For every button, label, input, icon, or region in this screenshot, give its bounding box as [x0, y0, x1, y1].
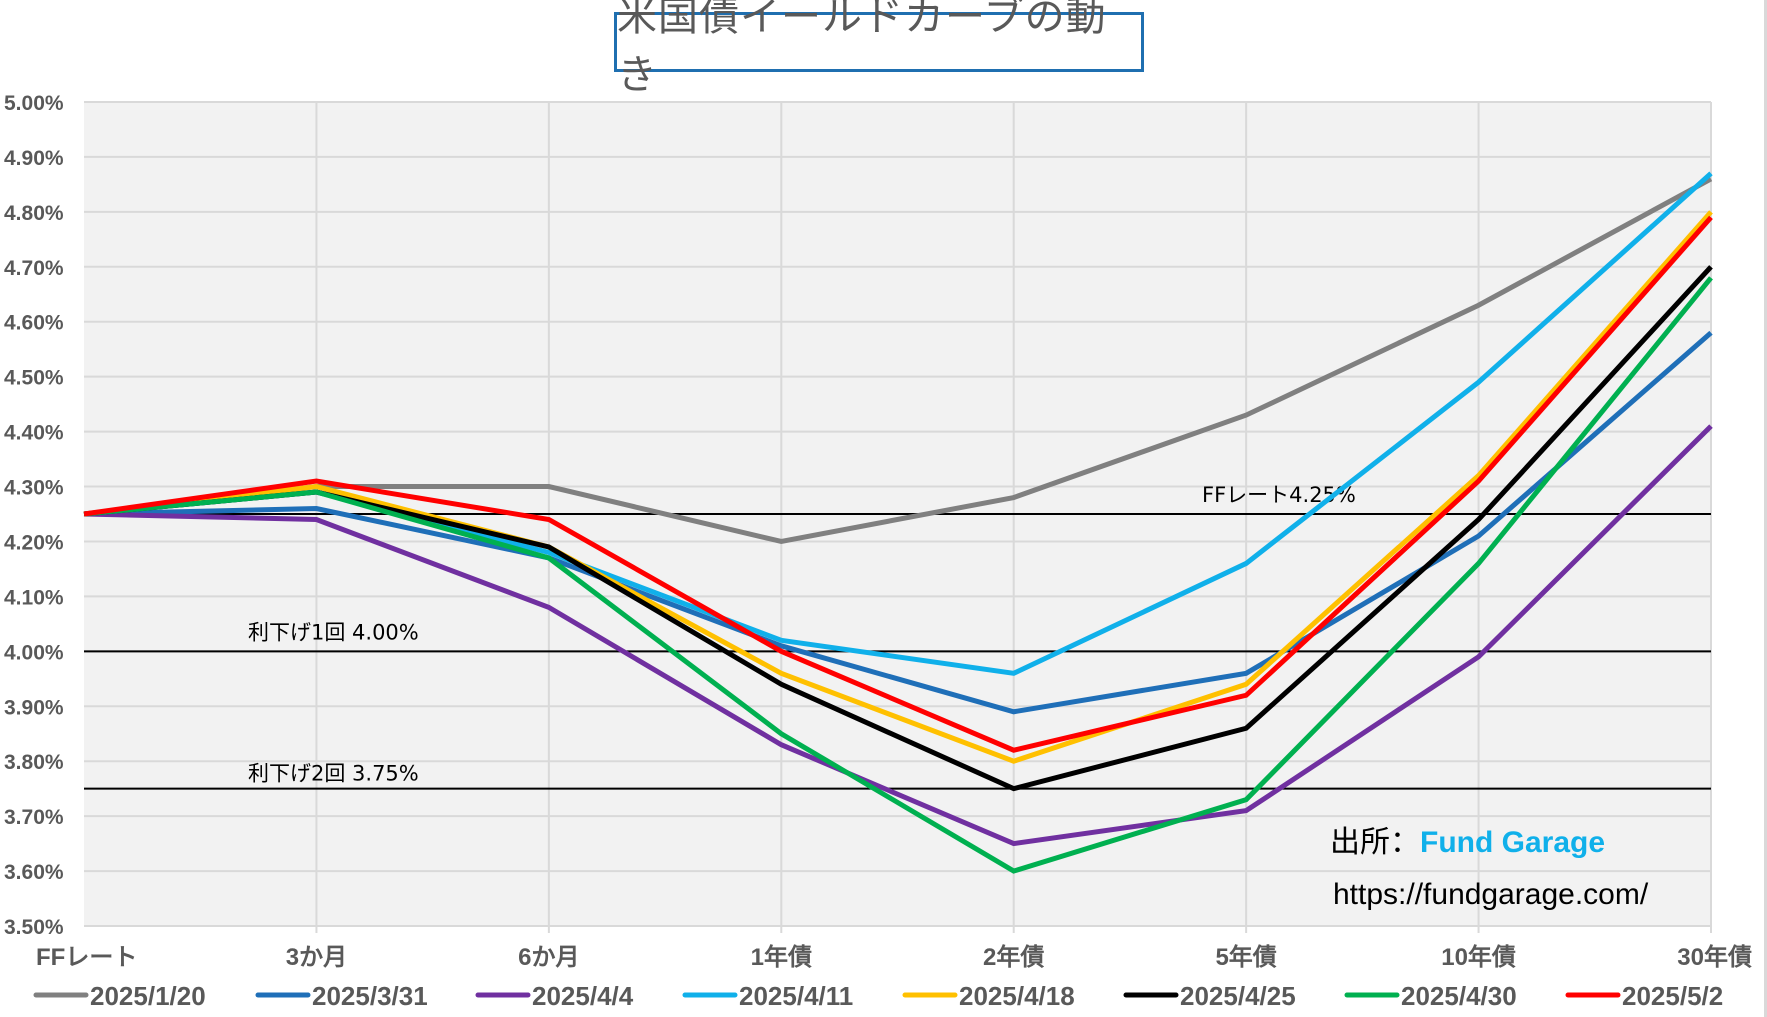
- y-tick-label: 4.90%: [4, 147, 64, 170]
- x-axis-ticks: FFレート 3か月 6か月 1年債 2年債 5年債 10年債 30年債: [36, 943, 1752, 971]
- y-tick-label: 4.00%: [4, 641, 64, 664]
- y-tick-label: 3.80%: [4, 751, 64, 774]
- legend-label: 2025/4/30: [1401, 981, 1517, 1011]
- series-line: [83, 210, 1713, 764]
- series-line: [83, 276, 1713, 874]
- gridlines: [84, 101, 1712, 933]
- source-label: 出所：Fund Garage: [1330, 825, 1605, 860]
- y-tick-label: 3.70%: [4, 806, 64, 829]
- legend-item: 2025/4/30: [1344, 981, 1517, 1011]
- y-axis-ticks: 3.50% 3.60% 3.70% 3.80% 3.90% 4.00% 4.10% 4.20%…: [4, 92, 64, 939]
- chart-title: 米国債イールドカーブの動き: [617, 0, 1107, 98]
- series-line: [83, 215, 1713, 753]
- y-tick-label: 4.40%: [4, 422, 64, 445]
- y-tick-label: 4.80%: [4, 202, 64, 225]
- x-tick-label: FFレート: [36, 944, 137, 971]
- legend-item: 2025/4/25: [1123, 981, 1296, 1011]
- x-tick-label: 5年債: [1215, 943, 1276, 971]
- chart-title-box: 米国債イールドカーブの動き: [614, 0, 1144, 98]
- y-tick-label: 3.50%: [4, 916, 64, 939]
- legend-label: 2025/1/20: [90, 981, 206, 1011]
- source-name: Fund Garage: [1420, 826, 1605, 859]
- x-tick-label: 10年債: [1441, 943, 1516, 971]
- legend-item: 2025/4/4: [475, 981, 634, 1011]
- y-tick-label: 5.00%: [4, 92, 64, 115]
- legend-item: 2025/1/20: [33, 981, 206, 1011]
- legend-item: 2025/3/31: [255, 981, 428, 1011]
- x-tick-label: 30年債: [1677, 943, 1752, 971]
- frame-border: [1764, 0, 1767, 1017]
- series-line: [83, 330, 1713, 715]
- y-tick-label: 4.70%: [4, 257, 64, 280]
- x-tick-label: 6か月: [518, 944, 579, 971]
- x-tick-label: 1年債: [751, 943, 812, 971]
- legend-label: 2025/4/25: [1180, 981, 1296, 1011]
- y-tick-label: 4.50%: [4, 367, 64, 390]
- legend: 2025/1/20 2025/3/31 2025/4/4 2025/4/11 2025/…: [33, 981, 1723, 1011]
- reference-line-label: 利下げ2回 3.75%: [248, 762, 419, 786]
- source-prefix: 出所：: [1330, 825, 1420, 860]
- x-tick-label: 2年債: [983, 943, 1044, 971]
- y-tick-label: 3.90%: [4, 696, 64, 719]
- source-annotation: 出所：Fund Garage https://fundgarage.com/: [1330, 825, 1649, 911]
- legend-label: 2025/4/4: [532, 981, 634, 1011]
- series-line: [83, 424, 1713, 847]
- source-url: https://fundgarage.com/: [1333, 878, 1649, 911]
- legend-label: 2025/5/2: [1622, 981, 1723, 1011]
- y-tick-label: 4.30%: [4, 477, 64, 500]
- y-tick-label: 4.60%: [4, 312, 64, 335]
- y-tick-label: 4.10%: [4, 586, 64, 609]
- series-lines: [83, 171, 1713, 874]
- legend-item: 2025/5/2: [1565, 981, 1723, 1011]
- reference-line-label: 利下げ1回 4.00%: [248, 620, 419, 644]
- y-tick-label: 4.20%: [4, 531, 64, 554]
- legend-item: 2025/4/18: [902, 981, 1075, 1011]
- legend-label: 2025/4/18: [959, 981, 1075, 1011]
- legend-label: 2025/4/11: [739, 981, 853, 1011]
- legend-item: 2025/4/11: [682, 981, 853, 1011]
- legend-label: 2025/3/31: [312, 981, 428, 1011]
- x-tick-label: 3か月: [286, 944, 347, 971]
- y-tick-label: 3.60%: [4, 861, 64, 884]
